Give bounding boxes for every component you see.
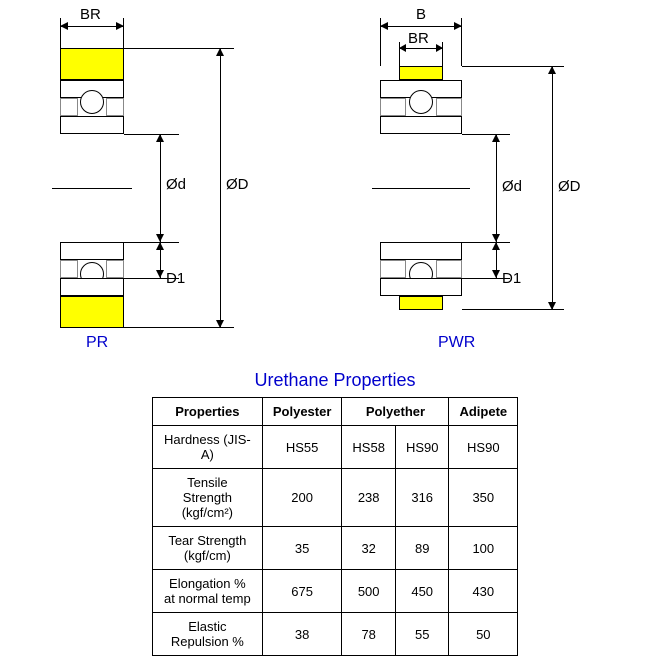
bearing-label-pwr: PWR — [438, 334, 475, 352]
bearing-label-pr: PR — [86, 334, 108, 352]
urethane-top — [60, 48, 124, 80]
value-cell: HS55 — [262, 426, 342, 469]
urethane-top-r — [399, 66, 443, 80]
value-cell: 50 — [449, 613, 518, 656]
col-polyether: Polyether — [342, 398, 449, 426]
col-adipete: Adipete — [449, 398, 518, 426]
prop-cell: Tear Strength (kgf/cm) — [152, 527, 262, 570]
value-cell: 675 — [262, 570, 342, 613]
dim-d1-right: D1 — [502, 270, 521, 287]
table-row: Tensile Strength (kgf/cm²)200238316350 — [152, 469, 517, 527]
prop-cell: Hardness (JIS-A) — [152, 426, 262, 469]
value-cell: 32 — [342, 527, 396, 570]
col-polyester: Polyester — [262, 398, 342, 426]
urethane-bottom — [60, 296, 124, 328]
dim-d1-left: D1 — [166, 270, 185, 287]
prop-cell: Elastic Repulsion % — [152, 613, 262, 656]
dim-d-left: Ød — [166, 176, 186, 193]
value-cell: 78 — [342, 613, 396, 656]
dim-br-right: BR — [408, 30, 429, 47]
table-row: Elongation % at normal temp675500450430 — [152, 570, 517, 613]
value-cell: 35 — [262, 527, 342, 570]
value-cell: 100 — [449, 527, 518, 570]
value-cell: HS90 — [449, 426, 518, 469]
col-properties: Properties — [152, 398, 262, 426]
value-cell: 89 — [395, 527, 449, 570]
dim-D-right: ØD — [558, 178, 581, 195]
prop-cell: Tensile Strength (kgf/cm²) — [152, 469, 262, 527]
ball-top-r — [409, 90, 433, 114]
value-cell: 450 — [395, 570, 449, 613]
dim-br: BR — [80, 6, 101, 23]
table-title: Urethane Properties — [0, 370, 670, 391]
ball-top — [80, 90, 104, 114]
dim-D-left: ØD — [226, 176, 249, 193]
value-cell: 500 — [342, 570, 396, 613]
urethane-bottom-r — [399, 296, 443, 310]
value-cell: HS90 — [395, 426, 449, 469]
value-cell: 38 — [262, 613, 342, 656]
value-cell: 55 — [395, 613, 449, 656]
diagram-area: BR Ød D1 — [0, 0, 670, 360]
table-row: Tear Strength (kgf/cm)353289100 — [152, 527, 517, 570]
value-cell: 350 — [449, 469, 518, 527]
dim-b: B — [416, 6, 426, 23]
dim-d-right: Ød — [502, 178, 522, 195]
table-header-row: Properties Polyester Polyether Adipete — [152, 398, 517, 426]
value-cell: 238 — [342, 469, 396, 527]
properties-table: Properties Polyester Polyether Adipete H… — [152, 397, 518, 656]
table-row: Hardness (JIS-A)HS55HS58HS90HS90 — [152, 426, 517, 469]
table-row: Elastic Repulsion %38785550 — [152, 613, 517, 656]
value-cell: 316 — [395, 469, 449, 527]
prop-cell: Elongation % at normal temp — [152, 570, 262, 613]
value-cell: 430 — [449, 570, 518, 613]
value-cell: HS58 — [342, 426, 396, 469]
value-cell: 200 — [262, 469, 342, 527]
